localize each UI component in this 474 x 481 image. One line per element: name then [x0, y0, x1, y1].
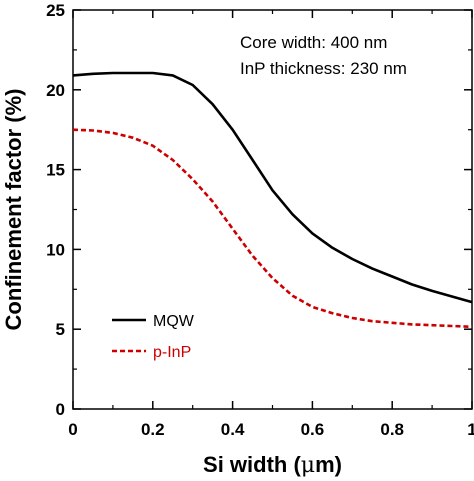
y-tick-label: 15: [46, 161, 65, 180]
annotation-inp-thickness: InP thickness: 230 nm: [240, 59, 407, 78]
x-tick-label: 0.6: [301, 420, 325, 439]
annotation-core-width: Core width: 400 nm: [240, 33, 387, 52]
x-axis-label-prefix: Si width (: [203, 452, 301, 477]
series-line-mqw: [72, 71, 473, 304]
x-axis-label-unit-mu: μ: [301, 453, 315, 478]
x-tick-label: 0.4: [221, 420, 245, 439]
x-tick-label: 0.8: [380, 420, 404, 439]
y-axis-label: Confinement factor (%): [1, 89, 26, 331]
x-tick-label: 1: [467, 420, 474, 439]
legend: MQW p-InP: [112, 313, 195, 361]
x-tick-label: 0.2: [141, 420, 165, 439]
y-tick-label: 20: [46, 81, 65, 100]
x-axis-label: Si width (μm): [203, 452, 342, 478]
series-lines: [72, 71, 473, 329]
y-tick-label: 0: [56, 400, 65, 419]
y-tick-label: 25: [46, 1, 65, 20]
y-tick-label: 10: [46, 240, 65, 259]
series-line-p-inp: [72, 128, 473, 329]
legend-label-mqw: MQW: [153, 313, 195, 330]
legend-label-p-inp: p-InP: [153, 344, 191, 361]
x-axis-label-suffix: m): [315, 452, 342, 477]
y-tick-label: 5: [56, 320, 65, 339]
x-tick-label: 0: [68, 420, 77, 439]
